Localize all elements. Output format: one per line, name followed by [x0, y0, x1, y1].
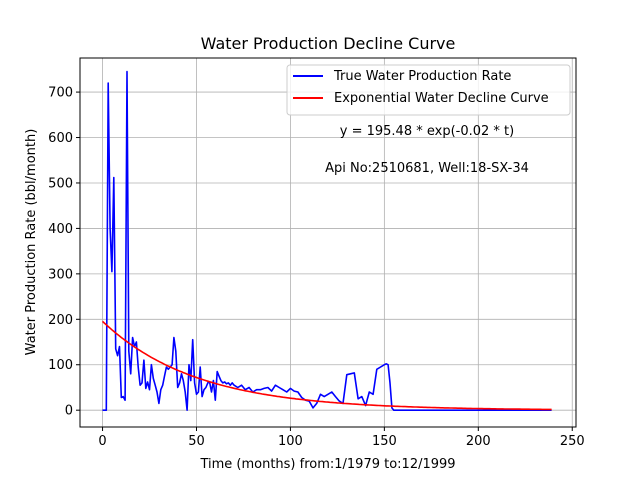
plot-frame [79, 57, 577, 428]
x-tick-label: 100 [278, 434, 303, 449]
legend: True Water Production Rate Exponential W… [286, 64, 571, 116]
legend-label-true-rate: True Water Production Rate [333, 69, 511, 84]
well-info-annotation: Api No:2510681, Well:18-SX-34 [325, 161, 529, 176]
y-tick-label: 400 [48, 222, 73, 237]
x-ticks: 0 50 100 150 200 250 [98, 427, 585, 449]
x-tick-label: 200 [466, 434, 491, 449]
series-true-water-production-line [102, 70, 552, 412]
series-exponential-decline-curve [101, 320, 552, 411]
data-series-group [101, 70, 552, 412]
y-tick-label: 500 [48, 176, 73, 191]
fit-equation-annotation: y = 195.48 * exp(-0.02 * t) [340, 124, 514, 139]
y-axis-label: Water Production Rate (bbl/month) [24, 129, 39, 356]
chart-title: Water Production Decline Curve [201, 34, 456, 53]
y-ticks: 0 100 200 300 400 500 600 700 [48, 86, 80, 419]
y-tick-label: 0 [65, 404, 73, 419]
y-tick-label: 700 [48, 86, 73, 101]
x-tick-label: 50 [188, 434, 205, 449]
y-tick-label: 600 [48, 131, 73, 146]
x-tick-label: 250 [560, 434, 585, 449]
y-tick-label: 200 [48, 313, 73, 328]
legend-box [286, 64, 571, 116]
x-axis-label: Time (months) from:1/1979 to:12/1999 [199, 457, 455, 472]
x-tick-label: 150 [372, 434, 397, 449]
y-tick-label: 100 [48, 358, 73, 373]
legend-label-decline-curve: Exponential Water Decline Curve [334, 91, 549, 106]
x-tick-label: 0 [98, 434, 106, 449]
y-tick-label: 300 [48, 267, 73, 282]
